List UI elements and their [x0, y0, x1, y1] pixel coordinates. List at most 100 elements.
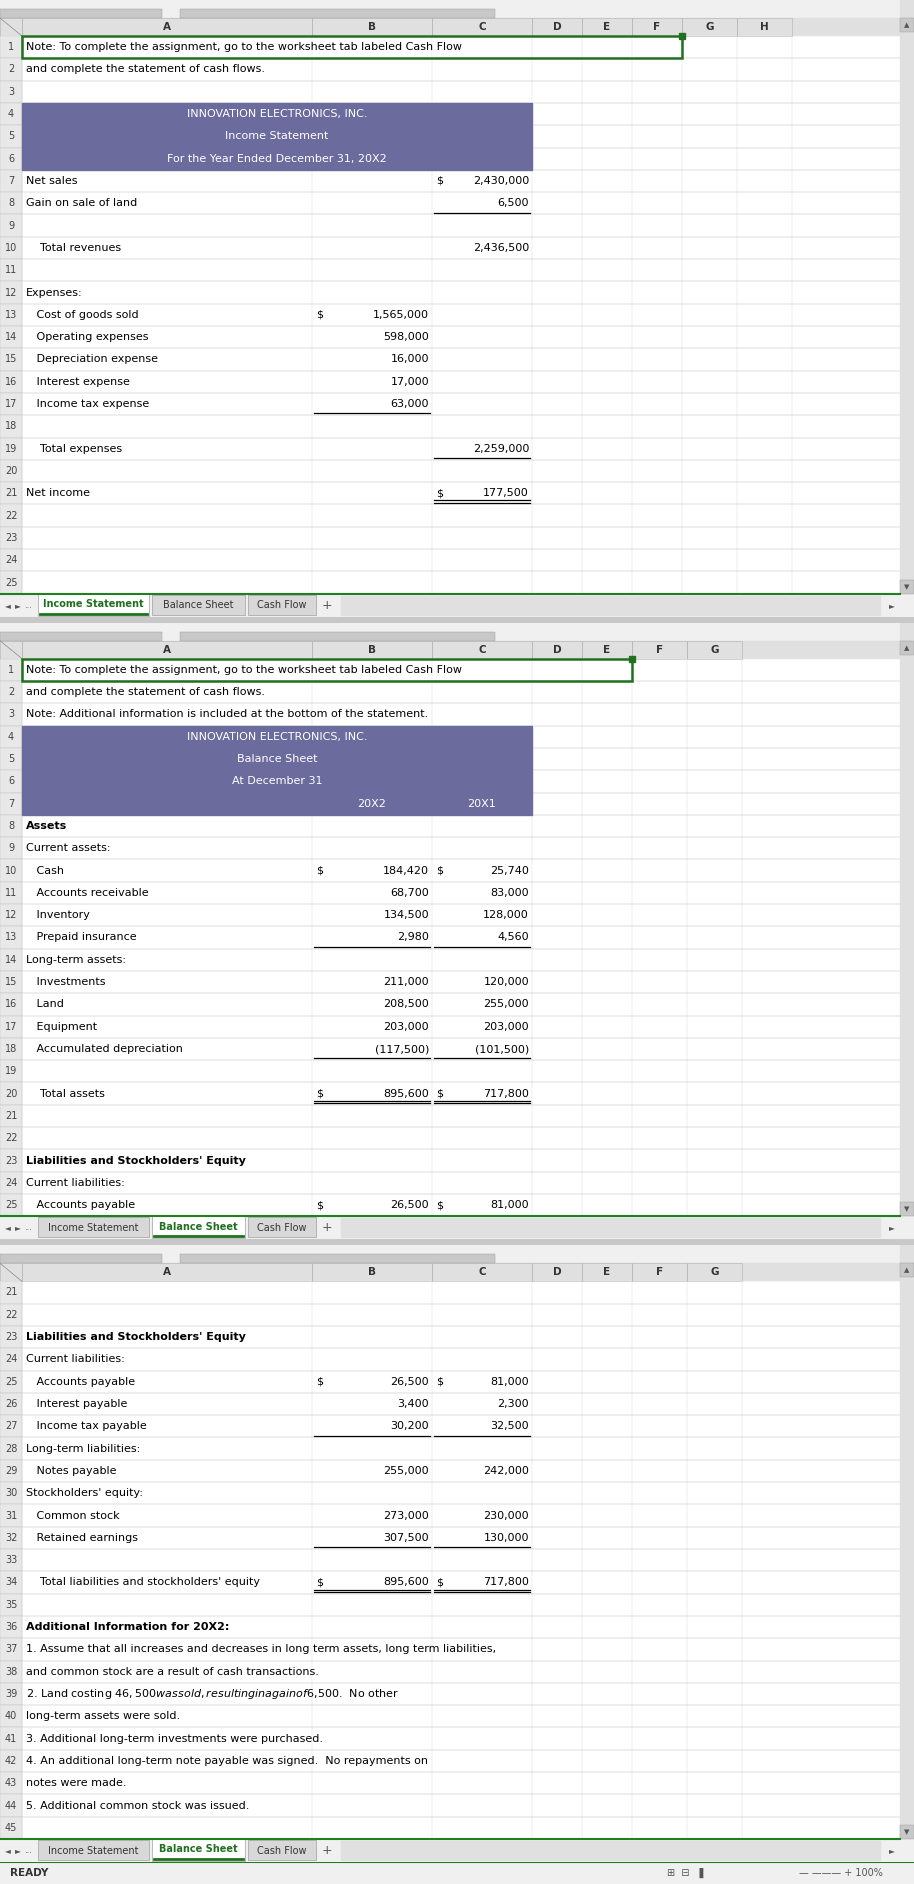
- Text: F: F: [656, 1268, 663, 1277]
- Text: 29: 29: [5, 1466, 17, 1475]
- Bar: [0, 1061, 22, 1083]
- Text: ▲: ▲: [904, 644, 909, 650]
- Text: Total assets: Total assets: [26, 1089, 105, 1098]
- Text: 1: 1: [8, 665, 14, 674]
- Text: 30: 30: [5, 1488, 17, 1498]
- Text: 177,500: 177,500: [484, 488, 529, 497]
- Text: 184,420: 184,420: [383, 865, 429, 876]
- Text: 203,000: 203,000: [383, 1021, 429, 1032]
- Bar: [0, 1794, 900, 1816]
- Bar: [0, 641, 900, 659]
- Text: 3,400: 3,400: [398, 1400, 429, 1409]
- Bar: [0, 1682, 22, 1705]
- Bar: [0, 571, 900, 593]
- Bar: [632, 641, 687, 659]
- Text: 81,000: 81,000: [491, 1377, 529, 1387]
- Bar: [0, 1281, 900, 1304]
- Text: E: E: [603, 644, 611, 654]
- Bar: [432, 19, 532, 36]
- Text: ▲: ▲: [904, 23, 909, 28]
- Bar: [0, 326, 22, 349]
- Bar: [0, 1682, 900, 1705]
- Text: ...: ...: [24, 1846, 32, 1856]
- Text: 4: 4: [8, 109, 14, 119]
- Bar: [532, 641, 582, 659]
- Bar: [0, 771, 900, 793]
- Text: 16: 16: [5, 377, 17, 386]
- Bar: [22, 124, 532, 147]
- Text: $: $: [436, 1377, 443, 1387]
- Bar: [0, 1149, 900, 1172]
- Text: ►: ►: [15, 601, 21, 610]
- Text: Accounts payable: Accounts payable: [26, 1200, 135, 1210]
- Text: Cash Flow: Cash Flow: [257, 1223, 306, 1232]
- Text: 8: 8: [8, 198, 14, 209]
- Bar: [180, 631, 495, 641]
- Bar: [0, 528, 22, 548]
- Bar: [0, 1194, 900, 1217]
- Text: 20: 20: [5, 1089, 17, 1098]
- Text: Expenses:: Expenses:: [26, 288, 82, 298]
- Bar: [0, 215, 900, 237]
- Bar: [0, 970, 900, 993]
- Text: 2,980: 2,980: [397, 933, 429, 942]
- Bar: [0, 1616, 900, 1639]
- Text: Liabilities and Stockholders' Equity: Liabilities and Stockholders' Equity: [26, 1332, 246, 1341]
- Text: D: D: [553, 644, 561, 654]
- Bar: [0, 641, 22, 659]
- Text: H: H: [760, 23, 769, 32]
- Bar: [0, 793, 900, 814]
- Bar: [0, 859, 900, 882]
- Bar: [0, 1255, 162, 1264]
- Bar: [0, 1571, 900, 1594]
- Text: F: F: [654, 23, 661, 32]
- Text: 40: 40: [5, 1711, 17, 1722]
- Text: 20X1: 20X1: [468, 799, 496, 808]
- Bar: [582, 1264, 632, 1281]
- Bar: [38, 593, 149, 616]
- Bar: [0, 414, 900, 437]
- Text: Income Statement: Income Statement: [48, 1223, 139, 1232]
- Bar: [0, 548, 900, 571]
- Bar: [0, 1505, 900, 1526]
- Text: 32,500: 32,500: [491, 1421, 529, 1432]
- Bar: [900, 1245, 914, 1839]
- Text: 18: 18: [5, 1044, 17, 1053]
- Bar: [0, 81, 900, 104]
- Bar: [632, 19, 682, 36]
- Bar: [38, 1217, 149, 1238]
- Text: $: $: [316, 309, 323, 320]
- Bar: [0, 1483, 900, 1505]
- Text: 16,000: 16,000: [390, 354, 429, 364]
- Bar: [0, 950, 900, 970]
- Bar: [0, 1839, 914, 1861]
- Bar: [0, 1773, 900, 1794]
- Text: Note: To complete the assignment, go to the worksheet tab labeled Cash Flow: Note: To complete the assignment, go to …: [26, 665, 462, 674]
- Bar: [532, 19, 582, 36]
- Bar: [0, 1594, 900, 1616]
- Text: 37: 37: [5, 1645, 17, 1654]
- Text: Land: Land: [26, 999, 64, 1010]
- Text: 134,500: 134,500: [383, 910, 429, 919]
- Bar: [0, 1549, 900, 1571]
- Text: ►: ►: [889, 1223, 895, 1232]
- Text: 307,500: 307,500: [383, 1534, 429, 1543]
- Bar: [0, 0, 900, 19]
- Bar: [0, 882, 22, 904]
- Text: 2: 2: [8, 688, 14, 697]
- Text: +: +: [322, 1221, 332, 1234]
- Text: Cash Flow: Cash Flow: [257, 601, 306, 610]
- Bar: [0, 1594, 22, 1616]
- Text: 26,500: 26,500: [390, 1200, 429, 1210]
- Text: Accounts payable: Accounts payable: [26, 1377, 135, 1387]
- Bar: [0, 1483, 22, 1505]
- Text: Interest payable: Interest payable: [26, 1400, 127, 1409]
- Text: 7: 7: [8, 175, 14, 187]
- Text: Long-term liabilities:: Long-term liabilities:: [26, 1443, 140, 1454]
- Bar: [0, 1038, 900, 1061]
- Text: 5: 5: [8, 132, 14, 141]
- Bar: [0, 1415, 22, 1437]
- Text: $: $: [316, 865, 323, 876]
- Text: 19: 19: [5, 1066, 17, 1076]
- Bar: [0, 548, 22, 571]
